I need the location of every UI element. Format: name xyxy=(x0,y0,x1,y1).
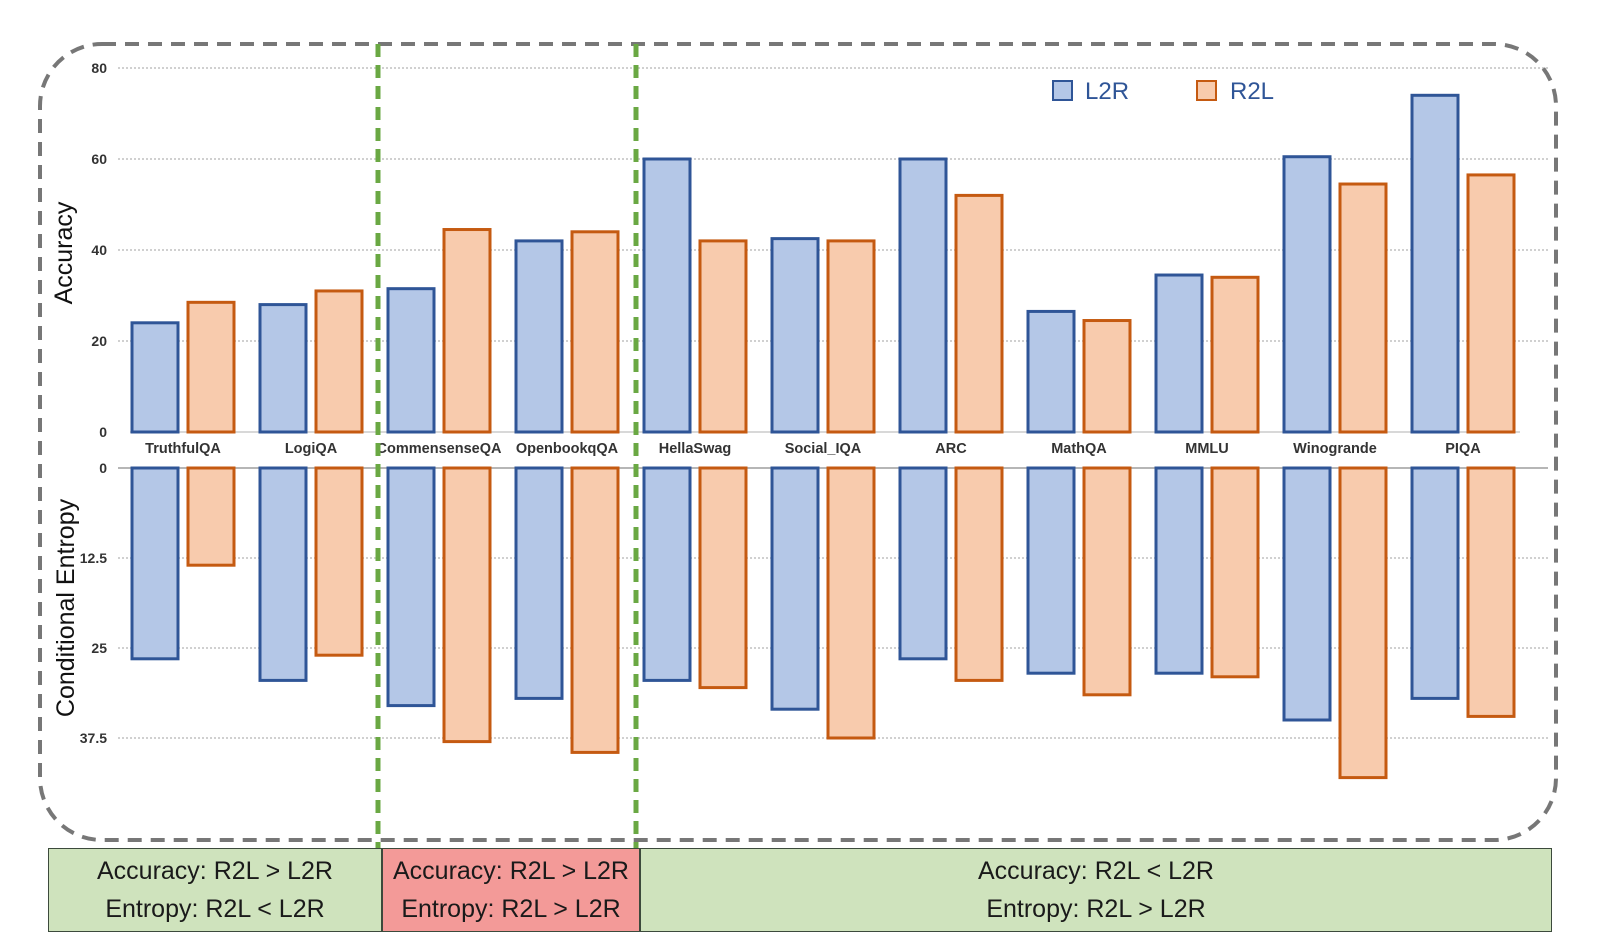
bottom-y-tick-label: 0 xyxy=(99,460,107,476)
bottom-y-tick-label: 12.5 xyxy=(80,550,107,566)
bottom-y-tick-label: 25 xyxy=(91,640,107,656)
category-label-mathqa: MathQA xyxy=(1051,441,1107,457)
legend: L2R R2L xyxy=(1052,78,1274,105)
entropy-bar-r2l-mathqa xyxy=(1082,466,1132,697)
region-3-entropy: Entropy: R2L > L2R xyxy=(986,895,1206,923)
entropy-bar-l2r-logiqa xyxy=(258,466,308,682)
entropy-bar-l2r-piqa xyxy=(1410,466,1460,700)
top-y-tick-label: 80 xyxy=(91,60,107,76)
accuracy-bar-l2r-mathqa xyxy=(1026,309,1076,434)
bottom-y-tick-label: 37.5 xyxy=(80,730,107,746)
region-1-accuracy: Accuracy: R2L > L2R xyxy=(97,857,333,885)
legend-label-r2l: R2L xyxy=(1230,78,1274,105)
category-label-mmlu: MMLU xyxy=(1185,441,1229,457)
accuracy-bar-l2r-logiqa xyxy=(258,303,308,434)
category-label-piqa: PIQA xyxy=(1445,441,1481,457)
entropy-bar-r2l-truthfulqa xyxy=(186,466,236,567)
entropy-bar-r2l-mmlu xyxy=(1210,466,1260,679)
top-y-tick-label: 0 xyxy=(99,424,107,440)
region-2-entropy: Entropy: R2L > L2R xyxy=(401,895,621,923)
accuracy-bar-r2l-openbookqqa xyxy=(570,230,620,434)
accuracy-bar-r2l-mmlu xyxy=(1210,275,1260,434)
accuracy-bar-l2r-truthfulqa xyxy=(130,321,180,434)
entropy-bar-r2l-openbookqqa xyxy=(570,466,620,754)
accuracy-bar-r2l-arc xyxy=(954,193,1004,434)
entropy-bar-l2r-arc xyxy=(898,466,948,661)
entropy-bar-l2r-winogrande xyxy=(1282,466,1332,722)
category-label-logiqa: LogiQA xyxy=(285,441,338,457)
accuracy-bar-r2l-winogrande xyxy=(1338,182,1388,434)
top-y-tick-label: 60 xyxy=(91,151,107,167)
accuracy-bar-r2l-truthfulqa xyxy=(186,300,236,434)
accuracy-bar-r2l-hellaswag xyxy=(698,239,748,434)
chart-frame xyxy=(38,42,1558,842)
top-y-tick-label: 40 xyxy=(91,242,107,258)
region-2-accuracy: Accuracy: R2L > L2R xyxy=(393,857,629,885)
entropy-bar-r2l-hellaswag xyxy=(698,466,748,690)
region-box-2: Accuracy: R2L > L2R Entropy: R2L > L2R xyxy=(382,848,640,932)
entropy-bar-l2r-social-iqa xyxy=(770,466,820,711)
bottom-y-axis-label: Conditional Entropy xyxy=(52,498,80,717)
accuracy-bar-l2r-openbookqqa xyxy=(514,239,564,434)
legend-swatch-l2r xyxy=(1052,80,1073,101)
legend-swatch-r2l xyxy=(1196,80,1217,101)
entropy-bar-l2r-truthfulqa xyxy=(130,466,180,661)
entropy-bar-r2l-commensenseqa xyxy=(442,466,492,744)
accuracy-bar-l2r-mmlu xyxy=(1154,273,1204,434)
accuracy-bar-l2r-arc xyxy=(898,157,948,434)
entropy-bar-l2r-commensenseqa xyxy=(386,466,436,708)
accuracy-bar-l2r-commensenseqa xyxy=(386,287,436,434)
category-label-commensenseqa: CommensenseQA xyxy=(377,441,502,457)
entropy-bar-l2r-mmlu xyxy=(1154,466,1204,675)
entropy-bar-l2r-mathqa xyxy=(1026,466,1076,675)
legend-label-l2r: L2R xyxy=(1085,78,1129,105)
accuracy-bar-r2l-logiqa xyxy=(314,289,364,434)
entropy-bar-l2r-hellaswag xyxy=(642,466,692,682)
accuracy-bar-r2l-commensenseqa xyxy=(442,228,492,434)
category-label-truthfulqa: TruthfulQA xyxy=(145,441,221,457)
top-y-axis-label: Accuracy xyxy=(50,201,78,304)
region-3-accuracy: Accuracy: R2L < L2R xyxy=(978,857,1214,885)
entropy-bar-r2l-piqa xyxy=(1466,466,1516,718)
accuracy-bar-l2r-piqa xyxy=(1410,93,1460,434)
region-box-3: Accuracy: R2L < L2R Entropy: R2L > L2R xyxy=(640,848,1552,932)
accuracy-bar-r2l-piqa xyxy=(1466,173,1516,434)
entropy-bar-r2l-arc xyxy=(954,466,1004,682)
entropy-bar-l2r-openbookqqa xyxy=(514,466,564,700)
accuracy-bar-r2l-social-iqa xyxy=(826,239,876,434)
accuracy-bar-l2r-hellaswag xyxy=(642,157,692,434)
entropy-bar-r2l-logiqa xyxy=(314,466,364,657)
accuracy-bar-l2r-social-iqa xyxy=(770,237,820,434)
category-label-hellaswag: HellaSwag xyxy=(659,441,732,457)
region-1-entropy: Entropy: R2L < L2R xyxy=(105,895,325,923)
region-box-1: Accuracy: R2L > L2R Entropy: R2L < L2R xyxy=(48,848,382,932)
category-label-social-iqa: Social_IQA xyxy=(785,441,862,457)
category-label-openbookqqa: OpenbookqQA xyxy=(516,441,619,457)
category-label-winogrande: Winogrande xyxy=(1293,441,1377,457)
entropy-bar-r2l-social-iqa xyxy=(826,466,876,740)
category-label-arc: ARC xyxy=(935,441,967,457)
entropy-bar-r2l-winogrande xyxy=(1338,466,1388,780)
accuracy-bar-r2l-mathqa xyxy=(1082,319,1132,434)
accuracy-bar-l2r-winogrande xyxy=(1282,155,1332,434)
top-y-tick-label: 20 xyxy=(91,333,107,349)
